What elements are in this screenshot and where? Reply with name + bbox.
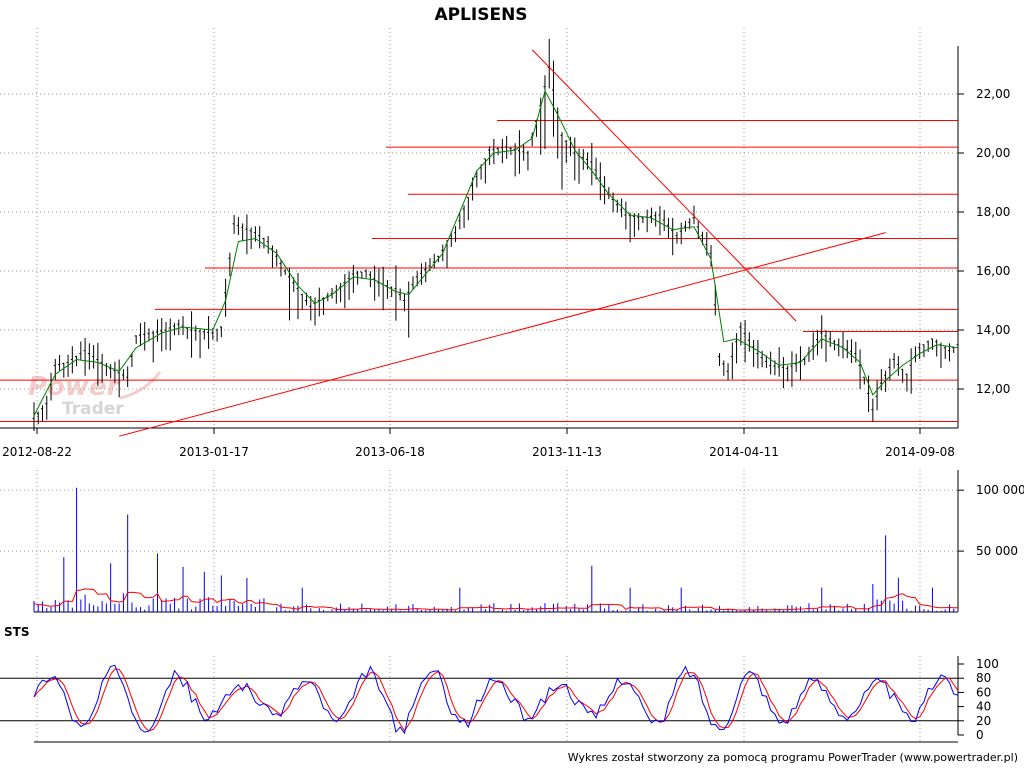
price-tick-label: 22,00 <box>976 87 1010 101</box>
price-grid <box>0 28 959 429</box>
footer-credit: Wykres został stworzony za pomocą progra… <box>568 751 1018 764</box>
watermark-swoosh <box>119 371 162 400</box>
price-tick-label: 20,00 <box>976 146 1010 160</box>
price-candles <box>32 38 959 432</box>
date-x-axis: 2012-08-22 2013-01-17 2013-06-18 2013-11-13… <box>2 428 955 459</box>
price-tick-label: 12,00 <box>976 382 1010 396</box>
stochastic-k-line <box>33 664 959 735</box>
stochastic-grid <box>0 656 959 743</box>
powertrader-watermark: Power Trader <box>28 371 162 419</box>
volume-grid <box>0 470 959 613</box>
stochastic-tick-label: 20 <box>976 714 991 728</box>
stochastic-tick-label: 100 <box>976 657 999 671</box>
volume-y-axis: 50 000 100 000 <box>958 483 1024 558</box>
watermark-text-power: Power <box>28 372 122 402</box>
stochastic-tick-label: 60 <box>976 685 991 699</box>
date-tick-label: 2013-01-17 <box>179 445 249 459</box>
price-tick-label: 14,00 <box>976 323 1010 337</box>
trend-line <box>531 49 797 322</box>
stochastic-tick-label: 80 <box>976 671 991 685</box>
volume-bars <box>33 487 959 612</box>
price-tick-label: 18,00 <box>976 205 1010 219</box>
date-tick-label: 2014-04-11 <box>709 445 779 459</box>
volume-panel: 50 000 100 000 <box>0 470 1024 613</box>
stochastic-tick-label: 0 <box>976 728 984 742</box>
date-tick-label: 2014-09-08 <box>885 445 955 459</box>
volume-average-line <box>33 588 959 611</box>
trend-line <box>119 232 886 437</box>
chart-title: APLISENS <box>434 5 527 25</box>
price-tick-label: 16,00 <box>976 264 1010 278</box>
date-tick-label: 2012-08-22 <box>2 445 72 459</box>
support-resistance-lines <box>0 120 958 422</box>
trend-lines <box>119 49 886 437</box>
indicator-label: STS <box>4 625 29 639</box>
volume-tick-label: 50 000 <box>976 544 1018 558</box>
watermark-text-trader: Trader <box>62 399 124 419</box>
volume-tick-label: 100 000 <box>976 483 1024 497</box>
stochastic-tick-label: 40 <box>976 700 991 714</box>
date-tick-label: 2013-11-13 <box>532 445 602 459</box>
price-panel: Power Trader 12,00 14,00 16,00 18,00 20,00 22… <box>0 28 1010 459</box>
price-moving-average <box>33 89 959 416</box>
date-tick-label: 2013-06-18 <box>355 445 425 459</box>
price-y-axis: 12,00 14,00 16,00 18,00 20,00 22,00 <box>958 87 1010 396</box>
